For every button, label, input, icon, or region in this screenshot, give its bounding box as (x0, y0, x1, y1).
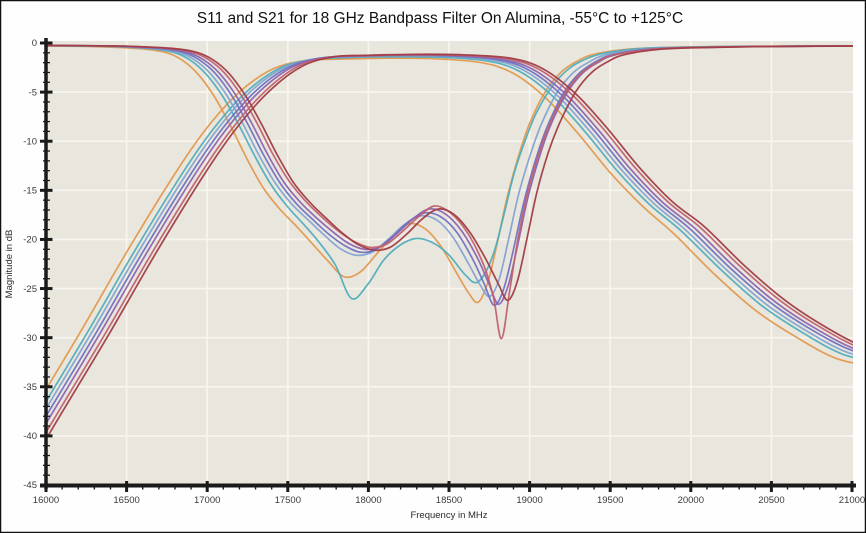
y-tick-label: -40 (23, 431, 37, 442)
series-S21-1 (46, 57, 853, 392)
y-tick-label: -30 (23, 333, 37, 344)
series-S11-7 (46, 44, 853, 302)
series-S11-4 (46, 44, 853, 307)
x-tick-label: 21000 (839, 495, 865, 506)
y-tick-label: -35 (23, 382, 37, 393)
series-S11-6 (46, 44, 853, 340)
y-axis-label: Magnitude in dB (4, 230, 15, 299)
tick-marks (40, 41, 854, 492)
series-S21-2 (46, 55, 853, 404)
x-tick-label: 20500 (758, 495, 784, 506)
x-tick-label: 20000 (678, 495, 704, 506)
tick-labels: 16000 16500 17000 17500 18000 18500 19000 19500… (23, 38, 865, 506)
x-tick-label: 18000 (355, 495, 381, 506)
series-S21-7 (46, 53, 853, 441)
y-tick-label: -15 (23, 186, 37, 197)
x-tick-label: 18500 (436, 495, 462, 506)
chart-title: S11 and S21 for 18 GHz Bandpass Filter O… (197, 10, 683, 27)
x-tick-label: 19500 (597, 495, 623, 506)
y-tick-label: -10 (23, 136, 37, 147)
grid-lines (46, 41, 853, 485)
y-tick-label: -20 (23, 235, 37, 246)
series-lines (46, 44, 853, 441)
y-tick-label: -45 (23, 480, 37, 491)
x-tick-label: 17000 (194, 495, 220, 506)
series-S11-2 (46, 44, 853, 300)
x-tick-label: 17500 (275, 495, 301, 506)
x-axis-label: Frequency in MHz (410, 510, 487, 521)
y-tick-label: -25 (23, 284, 37, 295)
x-tick-label: 16000 (33, 495, 59, 506)
series-S21-3 (46, 54, 853, 411)
y-tick-label: 0 (32, 38, 37, 49)
x-tick-label: 16500 (113, 495, 139, 506)
series-S11-3 (46, 44, 853, 298)
x-tick-label: 19000 (516, 495, 542, 506)
y-tick-label: -5 (29, 87, 37, 98)
